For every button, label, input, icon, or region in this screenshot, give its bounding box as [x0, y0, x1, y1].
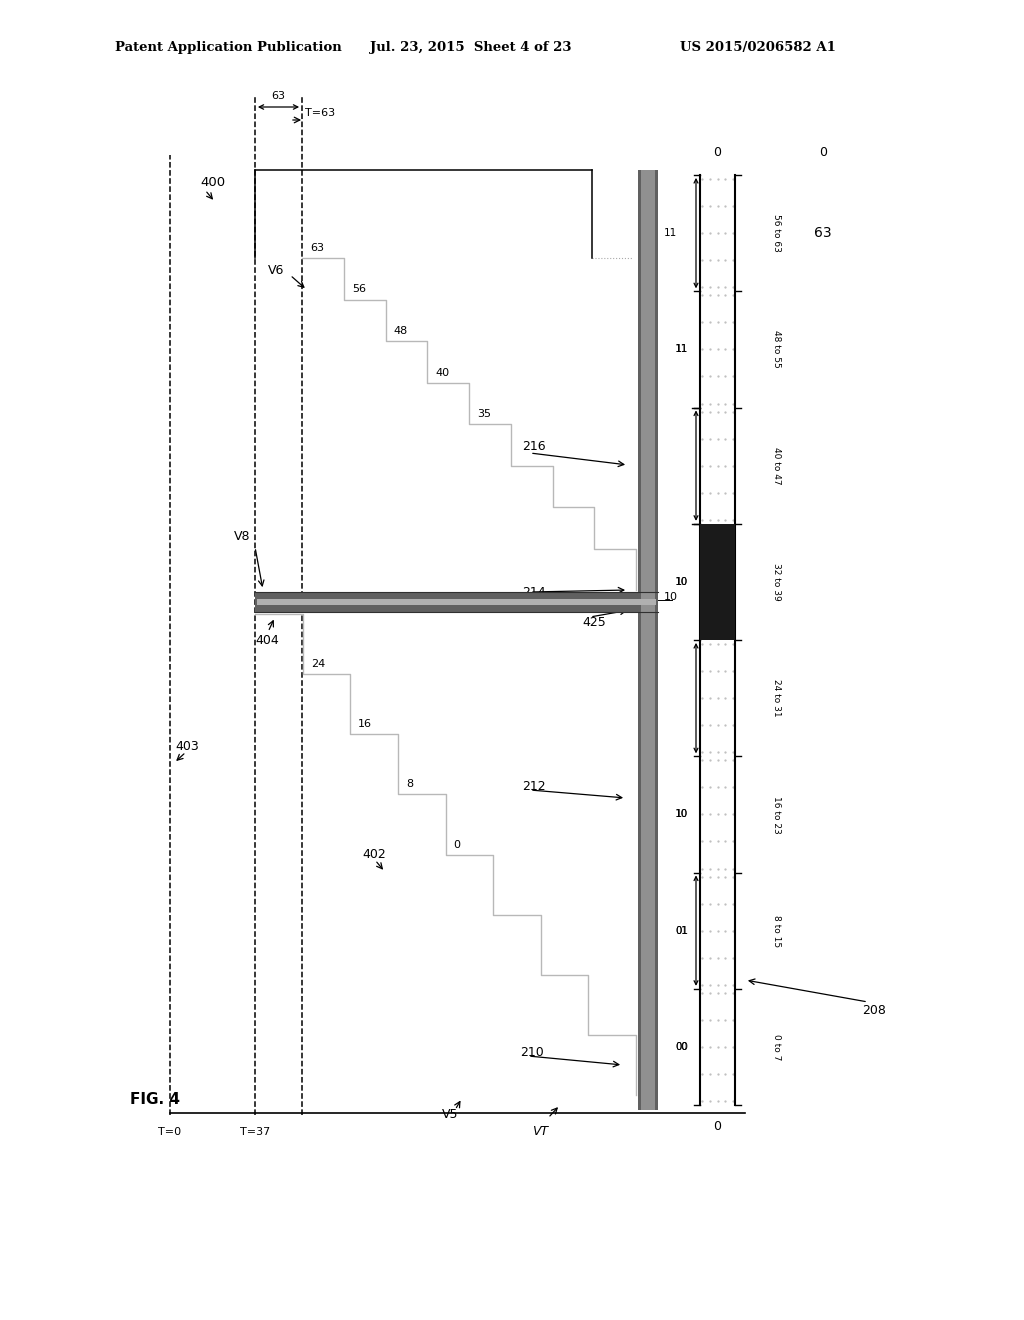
Text: 24: 24 [310, 659, 325, 669]
Text: 48 to 55: 48 to 55 [772, 330, 781, 368]
Text: Jul. 23, 2015  Sheet 4 of 23: Jul. 23, 2015 Sheet 4 of 23 [370, 41, 571, 54]
Text: 10: 10 [675, 809, 688, 820]
Text: 216: 216 [522, 441, 546, 454]
Text: V6: V6 [267, 264, 284, 276]
Bar [638, 170, 658, 1110]
Text: 10: 10 [664, 591, 678, 602]
Text: 0: 0 [819, 147, 827, 160]
Text: 0 to 7: 0 to 7 [772, 1034, 781, 1060]
Text: T=37: T=37 [240, 1127, 270, 1137]
Text: US 2015/0206582 A1: US 2015/0206582 A1 [680, 41, 836, 54]
Text: T=63: T=63 [305, 108, 335, 117]
Text: 404: 404 [255, 634, 279, 647]
Text: 32 to 39: 32 to 39 [772, 564, 781, 601]
Text: 11: 11 [664, 228, 677, 238]
Text: 0: 0 [714, 1121, 722, 1134]
Text: 10: 10 [676, 809, 688, 820]
Text: 402: 402 [362, 849, 386, 862]
Text: 63: 63 [814, 226, 831, 240]
Text: 01: 01 [676, 925, 688, 936]
Text: 208: 208 [862, 1003, 886, 1016]
Text: 01: 01 [675, 925, 688, 936]
Text: 00: 00 [675, 1041, 688, 1052]
Text: 403: 403 [175, 741, 199, 754]
Text: 16: 16 [358, 719, 373, 729]
Text: 8 to 15: 8 to 15 [772, 915, 781, 946]
Text: 0: 0 [714, 147, 722, 160]
Bar [257, 599, 656, 605]
Text: 214: 214 [522, 586, 546, 598]
Text: 400: 400 [200, 176, 225, 189]
Text: 35: 35 [477, 409, 490, 418]
Bar [700, 524, 735, 640]
Bar [641, 170, 655, 1110]
Text: 00: 00 [676, 1041, 688, 1052]
Text: V5: V5 [441, 1109, 459, 1122]
Text: 0: 0 [454, 840, 461, 850]
Text: 40: 40 [435, 367, 450, 378]
Text: VT: VT [531, 1125, 548, 1138]
Text: 11: 11 [676, 345, 688, 354]
Text: 48: 48 [393, 326, 408, 337]
Text: T=0: T=0 [159, 1127, 181, 1137]
Bar [255, 591, 658, 612]
Text: 24 to 31: 24 to 31 [772, 680, 781, 717]
Text: 425: 425 [582, 616, 606, 630]
Text: 32: 32 [263, 599, 278, 609]
Text: 63: 63 [310, 243, 324, 253]
Text: V8: V8 [233, 531, 250, 544]
Text: Patent Application Publication: Patent Application Publication [115, 41, 342, 54]
Text: 11: 11 [675, 345, 688, 354]
Text: 56: 56 [352, 285, 366, 294]
Text: 10: 10 [676, 577, 688, 587]
Text: 40 to 47: 40 to 47 [772, 446, 781, 484]
Text: 210: 210 [520, 1045, 544, 1059]
Text: 63: 63 [271, 91, 286, 102]
Text: 8: 8 [406, 779, 413, 789]
Text: FIG. 4: FIG. 4 [130, 1093, 180, 1107]
Text: 212: 212 [522, 780, 546, 793]
Text: 56 to 63: 56 to 63 [772, 214, 781, 252]
Text: 16 to 23: 16 to 23 [772, 796, 781, 833]
Text: 10: 10 [675, 577, 688, 587]
